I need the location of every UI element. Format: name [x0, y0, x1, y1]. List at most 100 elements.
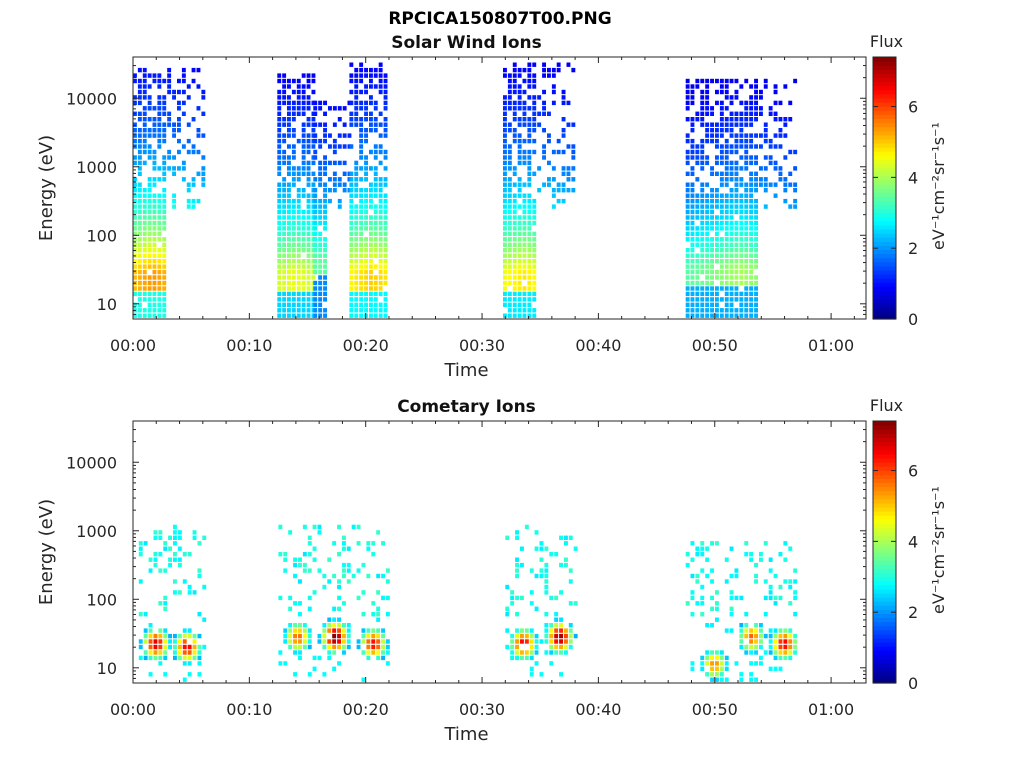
- colorbar-step: [873, 572, 896, 578]
- heatmap-cell: [318, 198, 323, 204]
- colorbar-step: [873, 147, 896, 152]
- heatmap-cell: [354, 106, 359, 111]
- heatmap-cell: [532, 237, 537, 242]
- heatmap-cell: [369, 259, 373, 264]
- heatmap-cell: [568, 601, 573, 606]
- heatmap-cell: [342, 122, 347, 127]
- heatmap-cell: [373, 177, 378, 182]
- heatmap-cell: [719, 215, 724, 220]
- heatmap-cell: [277, 297, 282, 302]
- heatmap-cell: [695, 204, 700, 209]
- heatmap-cell: [318, 291, 323, 297]
- heatmap-cell: [307, 595, 312, 601]
- heatmap-cell: [349, 226, 354, 231]
- heatmap-cell: [306, 280, 311, 286]
- heatmap-cell: [312, 524, 317, 530]
- heatmap-cell: [383, 308, 388, 313]
- heatmap-cell: [283, 639, 288, 644]
- heatmap-cell: [282, 220, 287, 226]
- heatmap-cell: [301, 166, 306, 171]
- heatmap-cell: [147, 215, 152, 220]
- heatmap-cell: [133, 95, 137, 100]
- heatmap-cell: [332, 188, 337, 193]
- heatmap-cell: [361, 628, 366, 633]
- colorbar-step: [873, 433, 896, 438]
- heatmap-cell: [148, 568, 153, 573]
- heatmap-cell: [734, 138, 739, 144]
- heatmap-cell: [157, 84, 162, 89]
- heatmap-cell: [556, 198, 561, 204]
- heatmap-cell: [332, 628, 337, 633]
- heatmap-cell: [700, 297, 705, 302]
- heatmap-cell: [744, 209, 749, 215]
- heatmap-cell: [788, 601, 793, 606]
- heatmap-cell: [296, 100, 301, 106]
- heatmap-cell: [287, 133, 291, 138]
- heatmap-cell: [364, 198, 368, 204]
- heatmap-cell: [700, 78, 705, 84]
- panel-solar-wind-ions: 00:00 00:10 00:20 00:30 00:40 00:50 01:0010100…: [36, 32, 948, 381]
- heatmap-cell: [768, 144, 773, 149]
- heatmap-cell: [793, 149, 798, 155]
- heatmap-cell: [376, 612, 381, 617]
- heatmap-cell: [734, 149, 739, 155]
- heatmap-cell: [369, 215, 373, 220]
- heatmap-cell: [373, 302, 378, 307]
- heatmap-cell: [152, 204, 157, 209]
- heatmap-cell: [542, 149, 546, 155]
- heatmap-cell: [342, 628, 346, 633]
- colorbar-step: [873, 200, 896, 205]
- heatmap-cell: [287, 291, 291, 297]
- heatmap-cell: [522, 226, 527, 231]
- heatmap-cell: [373, 67, 378, 73]
- heatmap-cell: [754, 302, 758, 307]
- heatmap-cell: [512, 117, 517, 122]
- heatmap-cell: [788, 100, 793, 106]
- colorbar-step: [873, 302, 896, 308]
- heatmap-cell: [690, 595, 695, 601]
- heatmap-cell: [162, 171, 167, 176]
- heatmap-cell: [157, 291, 162, 297]
- heatmap-cell: [133, 269, 137, 275]
- heatmap-cell: [291, 117, 296, 122]
- heatmap-cell: [715, 231, 719, 237]
- heatmap-cell: [700, 253, 705, 258]
- heatmap-cell: [734, 209, 739, 215]
- heatmap-cell: [282, 149, 287, 155]
- heatmap-cell: [554, 552, 559, 557]
- heatmap-cell: [364, 209, 368, 215]
- heatmap-cell: [323, 193, 327, 198]
- heatmap-cell: [356, 524, 361, 530]
- heatmap-cell: [296, 275, 301, 280]
- colorbar-step: [873, 167, 896, 173]
- heatmap-cell: [515, 573, 519, 579]
- heatmap-cell: [137, 313, 142, 318]
- heatmap-cell: [313, 308, 318, 313]
- heatmap-cell: [172, 204, 176, 209]
- heatmap-cell: [162, 122, 167, 127]
- heatmap-cell: [690, 237, 695, 242]
- heatmap-cell: [690, 226, 695, 231]
- heatmap-cell: [695, 280, 700, 286]
- heatmap-cell: [301, 89, 306, 95]
- heatmap-cell: [383, 166, 388, 171]
- heatmap-cell: [532, 209, 537, 215]
- colorbar-label: Flux: [870, 32, 903, 51]
- heatmap-cell: [739, 155, 744, 160]
- heatmap-cell: [556, 149, 561, 155]
- heatmap-cell: [788, 546, 793, 551]
- heatmap-cell: [342, 541, 346, 546]
- heatmap-cell: [277, 242, 282, 247]
- heatmap-cell: [529, 655, 534, 661]
- heatmap-cell: [568, 535, 573, 540]
- heatmap-cell: [364, 106, 368, 111]
- heatmap-cell: [369, 264, 373, 269]
- heatmap-cell: [573, 633, 578, 639]
- heatmap-cell: [788, 655, 793, 661]
- heatmap-cell: [754, 639, 758, 644]
- heatmap-cell: [162, 259, 167, 264]
- heatmap-cell: [517, 149, 522, 155]
- heatmap-cell: [503, 138, 507, 144]
- heatmap-cell: [196, 149, 201, 155]
- heatmap-cell: [318, 231, 323, 237]
